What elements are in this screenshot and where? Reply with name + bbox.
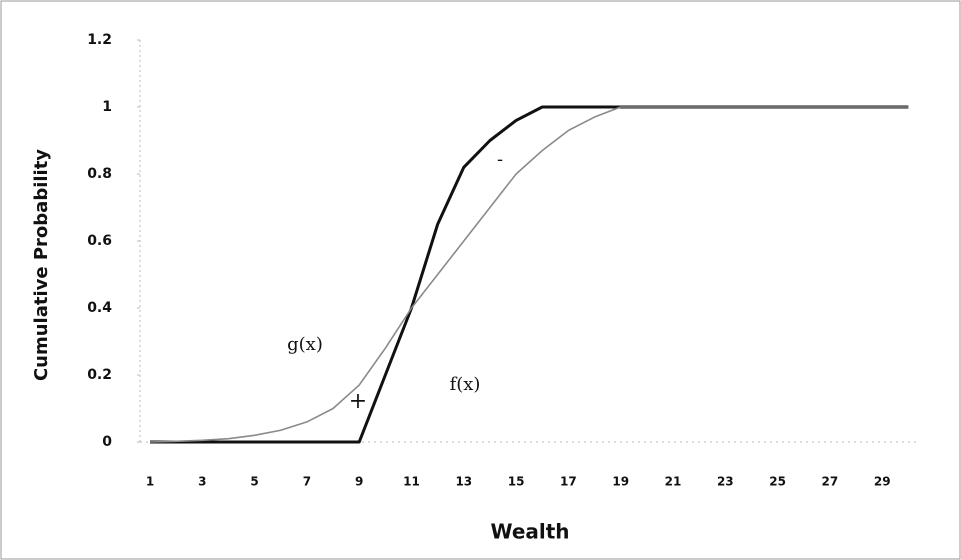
y-axis-title: Cumulative Probability (31, 149, 52, 381)
x-tick-label: 9 (355, 475, 363, 489)
page: {"chart_data": {"type": "line", "y_label… (0, 0, 961, 560)
x-tick-label: 23 (717, 475, 734, 489)
x-tick-label: 15 (508, 475, 525, 489)
chart: Cumulative Probability Wealth 0 0.2 0.4 0.6… (0, 0, 961, 560)
annotation: g(x) (287, 334, 323, 355)
x-tick-label: 1 (146, 475, 154, 489)
x-tick-label: 19 (612, 475, 629, 489)
x-tick-label: 25 (769, 475, 786, 489)
x-tick-label: 17 (560, 475, 577, 489)
x-tick-label: 29 (874, 475, 891, 489)
x-tick-label: 11 (403, 475, 420, 489)
x-tick-label: 3 (198, 475, 206, 489)
x-tick-label: 27 (822, 475, 839, 489)
x-tick-label: 21 (665, 475, 682, 489)
y-tick-label: 0.4 (87, 300, 112, 316)
x-tick-label: 5 (250, 475, 258, 489)
x-axis-title: Wealth (490, 520, 569, 544)
annotation: + (349, 389, 367, 414)
y-tick-label: 1.2 (87, 32, 112, 48)
y-tick-label: 0.6 (87, 233, 112, 249)
series-line (150, 107, 908, 442)
x-tick-label: 13 (455, 475, 472, 489)
series-line (150, 107, 908, 442)
y-tick-label: 0.8 (87, 166, 112, 182)
y-tick-label: 0.2 (87, 367, 112, 383)
y-tick-label: 1 (102, 99, 112, 115)
annotation: - (497, 149, 503, 170)
x-tick-label: 7 (303, 475, 311, 489)
annotation: f(x) (450, 374, 481, 395)
y-tick-label: 0 (102, 434, 112, 450)
